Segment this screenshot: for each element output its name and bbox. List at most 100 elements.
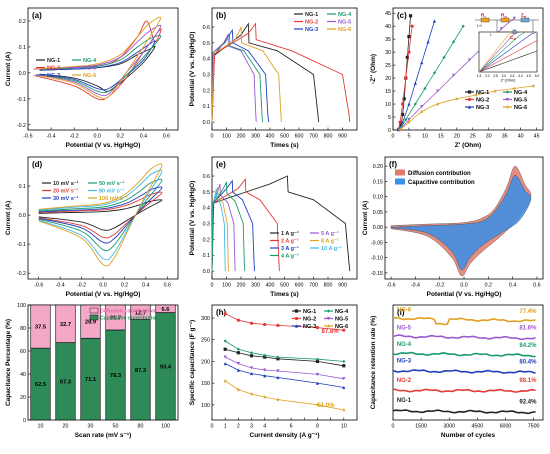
y-tick-label: -0.05 [371, 240, 383, 246]
data-point [223, 355, 227, 359]
x-tick-label: 0.2 [121, 283, 128, 289]
equivalent-circuit: Rs Rct Zw Cdl L+I L [475, 13, 539, 41]
series-line [392, 351, 536, 358]
legend-marker [326, 324, 331, 328]
x-axis-label: Potential (V vs. Hg/HgO) [427, 291, 502, 298]
x-tick-label: 500 [280, 283, 289, 289]
panel-label: (b) [216, 11, 227, 20]
bar-value-label: 67.3 [60, 379, 72, 385]
inset-tick-label: 5.0 [535, 74, 540, 78]
y-tick-label: 0.1 [203, 253, 210, 259]
legend-entry: Capacitive contribution [100, 316, 159, 322]
panel-label: (h) [216, 308, 227, 317]
legend-entry: NG-4 [335, 309, 349, 315]
plot-frame [211, 304, 358, 421]
legend-marker [505, 90, 510, 94]
panel-a: (a) Potential (V vs. Hg/HgO) Current (A) -0… [5, 7, 179, 149]
y-tick-label: 80 [20, 326, 26, 332]
data-point [263, 353, 267, 357]
x-tick-label: 900 [338, 283, 347, 289]
inset-tick-label: 4.0 [518, 74, 523, 78]
data-point [398, 120, 402, 124]
x-tick-label: 10 [422, 134, 428, 140]
series-line [225, 356, 344, 380]
legend-marker [467, 97, 472, 102]
label-cdl: Cdl [510, 35, 516, 41]
legend-entry: Diffusion contribution [408, 171, 471, 177]
bar-value-label: 37.5 [35, 325, 47, 331]
x-tick-label: 0 [211, 424, 214, 430]
legend-entry: 3 A g⁻¹ [281, 245, 299, 252]
panel-label: (d) [32, 160, 43, 169]
legend-entry: NG-6 [83, 73, 96, 79]
x-tick-label: 0.6 [533, 283, 540, 289]
x-tick-label: 15 [438, 134, 444, 140]
data-point [342, 377, 346, 381]
x-tick-label: 200 [237, 134, 246, 140]
data-point [342, 359, 346, 364]
x-tick-label: 200 [237, 283, 246, 289]
series-line [38, 191, 163, 239]
x-tick-label: -0.4 [411, 283, 420, 289]
data-point [423, 86, 427, 91]
data-point [531, 83, 536, 88]
legend: NG-1 NG-4 NG-2 NG-5 NG-3 NG-6 [292, 309, 349, 330]
y-tick-label: 0.5 [203, 190, 210, 196]
y-tick-label: 40 [385, 24, 391, 30]
retention-label: 84.2% [519, 343, 537, 349]
series-line [398, 15, 411, 130]
legend-entry: NG-5 [514, 98, 527, 104]
series-line [211, 188, 226, 272]
x-tick-label: 300 [251, 134, 260, 140]
x-tick-label: -0.6 [387, 283, 396, 289]
x-tick-label: -0.4 [56, 283, 65, 289]
y-tick-label: 0.2 [203, 237, 210, 243]
x-tick-label: 0.6 [164, 283, 171, 289]
data-point [410, 24, 414, 28]
x-tick-label: 20 [63, 424, 69, 430]
retention-label: 81.6% [519, 326, 537, 332]
panel-b: (b) Times (s) Potential (V vs. Hg/HgO) 0 100… [189, 7, 358, 149]
y-tick-label: 20 [385, 76, 391, 82]
series-line [38, 169, 163, 261]
series-line [211, 186, 229, 272]
bar-value-label: 32.7 [60, 322, 71, 328]
data-point [249, 321, 254, 325]
x-tick-label: 0 [211, 283, 214, 289]
data-point [400, 102, 405, 106]
legend-marker [294, 309, 299, 313]
legend-entry: NG-1 [476, 90, 489, 96]
x-tick-label: 8 [316, 424, 319, 430]
data-point [315, 359, 320, 364]
y-tick-label: 60 [20, 349, 26, 355]
y-axis-label: Capacitance retention rate (%) [370, 316, 377, 410]
legend-entry: NG-5 [83, 66, 96, 72]
y-tick-label: 0.10 [373, 195, 383, 201]
y-tick-label: 100 [201, 403, 210, 409]
series-line [392, 334, 536, 341]
series-line [392, 409, 536, 415]
plot-frame [392, 7, 544, 131]
legend-entry: 5 A g⁻¹ [321, 230, 339, 237]
inset-tick-label: 2.0 [485, 74, 490, 78]
x-tick-label: 0.0 [460, 283, 467, 289]
y-tick-label: -0.1 [17, 242, 26, 248]
y-tick-label: 0.2 [19, 19, 26, 25]
x-tick-label: 600 [295, 283, 304, 289]
y-tick-label: 0.0 [203, 120, 210, 126]
bar-diffusion [105, 304, 126, 331]
series-line [39, 16, 162, 99]
label-cdl-sub: dl [513, 37, 516, 41]
x-tick-label: 40 [518, 134, 524, 140]
series-label: NG-2 [397, 378, 412, 384]
x-tick-label: 3000 [443, 424, 455, 430]
x-tick-label: -0.6 [34, 283, 43, 289]
data-point [276, 355, 280, 359]
bar-diffusion [30, 304, 51, 349]
x-tick-label: 800 [324, 283, 333, 289]
data-point [342, 328, 346, 332]
legend-entry: 30 mV s⁻¹ [53, 195, 79, 202]
y-tick-label: 15 [385, 89, 391, 95]
